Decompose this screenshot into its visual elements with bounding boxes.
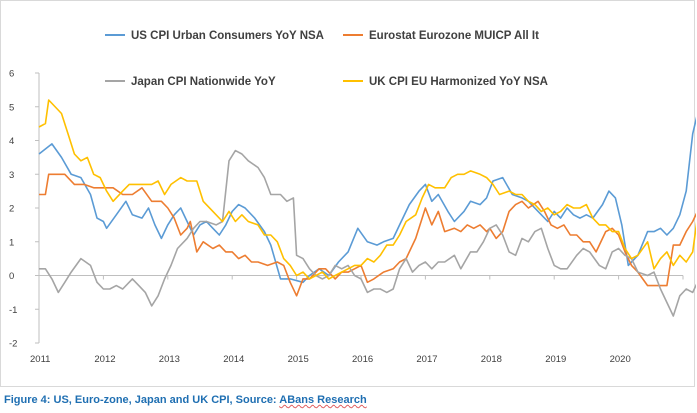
y-tick-label: 1 xyxy=(9,237,14,248)
series-line-1 xyxy=(38,116,696,284)
legend-label-1: US CPI Urban Consumers YoY NSA xyxy=(131,30,324,42)
legend-label-3: Japan CPI Nationwide YoY xyxy=(131,76,276,88)
y-tick-label: 3 xyxy=(9,170,14,181)
y-tick-label: -1 xyxy=(9,305,17,316)
y-tick-label: 4 xyxy=(9,136,14,147)
x-tick-label: 2011 xyxy=(30,354,50,365)
x-tick-label: 2019 xyxy=(545,354,566,365)
series-line-4 xyxy=(38,99,696,280)
legend-label-2: Eurostat Eurozone MUICP All It xyxy=(369,30,539,42)
x-tick-label: 2012 xyxy=(94,354,115,365)
x-tick-label: 2016 xyxy=(352,354,373,365)
x-tick-label: 2020 xyxy=(610,354,631,365)
y-tick-label: 0 xyxy=(9,271,14,282)
series-line-2 xyxy=(39,173,696,297)
x-tick-label: 2017 xyxy=(416,354,437,365)
legend-label-4: UK CPI EU Harmonized YoY NSA xyxy=(369,76,548,88)
x-tick-label: 2018 xyxy=(481,354,502,365)
y-tick-label: -2 xyxy=(9,339,17,350)
x-tick-label: 2015 xyxy=(288,354,309,365)
chart-frame: -2 -1 0 1 2 3 4 5 6 2011 2012 2013 2014 2015 2016 2017 2… xyxy=(0,0,696,387)
caption-prefix: Figure 4: US, Euro-zone, Japan and UK CP… xyxy=(4,394,280,406)
y-tick-label: 6 xyxy=(9,69,14,80)
y-tick-label: 5 xyxy=(9,102,14,113)
caption-source: ABans Research xyxy=(279,394,367,406)
series-line-3 xyxy=(39,149,696,317)
y-tick-label: 2 xyxy=(9,204,14,215)
cpi-line-chart: -2 -1 0 1 2 3 4 5 6 2011 2012 2013 2014 2015 2016 2017 2… xyxy=(9,30,696,365)
x-tick-label: 2013 xyxy=(159,354,180,365)
figure-caption: Figure 4: US, Euro-zone, Japan and UK CP… xyxy=(4,394,367,406)
x-tick-label: 2014 xyxy=(223,354,244,365)
